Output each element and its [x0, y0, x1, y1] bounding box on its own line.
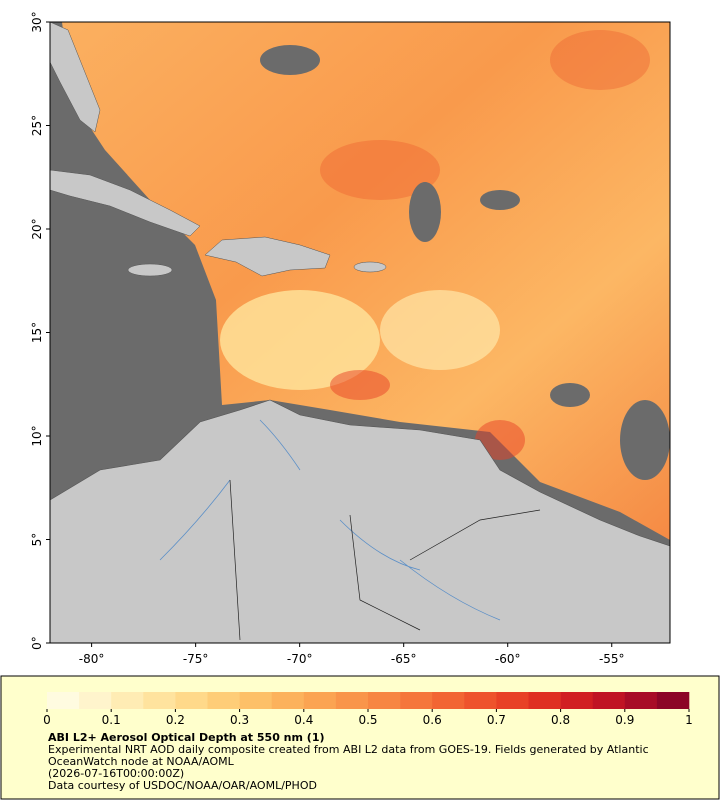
y-tick-label: 30°: [30, 11, 44, 32]
cloud-gap: [260, 45, 320, 75]
colorbar-swatch: [400, 692, 433, 709]
x-tick-label: -60°: [495, 652, 521, 666]
y-tick-label: 10°: [30, 425, 44, 446]
caption-credit: Data courtesy of USDOC/NOAA/OAR/AOML/PHO…: [48, 779, 317, 792]
colorbar-tick-label: 0.1: [102, 713, 121, 727]
y-tick-label: 15°: [30, 322, 44, 343]
colorbar-tick-label: 0.8: [551, 713, 570, 727]
colorbar-swatch: [335, 692, 369, 709]
rivers: [159, 419, 501, 621]
colorbar-swatch: [271, 692, 305, 709]
colorbar-swatch: [47, 692, 80, 709]
colorbar-swatch: [432, 692, 465, 709]
colorbar-swatch: [496, 692, 529, 709]
x-tick-label: -55°: [599, 652, 625, 666]
colorbar-swatch: [368, 692, 401, 709]
x-tick-label: -80°: [79, 652, 105, 666]
colorbar-swatch: [207, 692, 240, 709]
aerosol-patch: [380, 290, 500, 370]
cuba: [49, 169, 201, 237]
colorbar-swatch: [528, 692, 561, 709]
colorbar-tick-label: 0.2: [166, 713, 185, 727]
colorbar: 0 0.1 0.2 0.3 0.4 0.5 0.6 0.7 0.8 0.9 1: [43, 692, 693, 727]
caption-description: Experimental NRT AOD daily composite cre…: [48, 743, 649, 768]
south-america: [49, 399, 671, 644]
colorbar-tick-label: 0.3: [230, 713, 249, 727]
aerosol-patch: [550, 30, 650, 90]
aerosol-patch: [330, 370, 390, 400]
colorbar-tick-label: 0.9: [615, 713, 634, 727]
colorbar-swatch: [303, 692, 337, 709]
colorbar-swatch: [143, 692, 176, 709]
x-tick-label: -75°: [183, 652, 209, 666]
aerosol-patch: [220, 290, 380, 390]
puerto-rico: [353, 261, 387, 273]
colorbar-swatch: [592, 692, 626, 709]
hispaniola: [204, 236, 331, 277]
x-tick-label: -70°: [287, 652, 313, 666]
aerosol-patch: [320, 140, 440, 200]
jamaica: [127, 263, 173, 277]
colorbar-tick-label: 0: [43, 713, 51, 727]
y-tick-label: 0°: [30, 636, 44, 650]
colorbar-swatch: [624, 692, 658, 709]
colorbar-tick-label: 0.4: [294, 713, 313, 727]
colorbar-tick-label: 0.6: [423, 713, 442, 727]
y-tick-label: 5°: [30, 533, 44, 547]
x-tick-label: -65°: [391, 652, 417, 666]
cloud-gap: [550, 383, 590, 407]
colorbar-swatch: [239, 692, 272, 709]
axes: -80° -75° -70° -65° -60° -55° 0° 5° 10° 15° 20° 25°…: [30, 11, 625, 666]
cloud-gap: [480, 190, 520, 210]
map-area: [49, 21, 671, 644]
colorbar-swatch: [656, 692, 690, 709]
colorbar-swatch: [464, 692, 497, 709]
colorbar-tick-label: 0.7: [487, 713, 506, 727]
aerosol-field: [62, 22, 670, 540]
caption-title: ABI L2+ Aerosol Optical Depth at 550 nm …: [48, 731, 325, 744]
caption-timestamp: (2026-07-16T00:00:00Z): [48, 767, 185, 780]
colorbar-swatch: [111, 692, 144, 709]
colorbar-tick-label: 1: [685, 713, 693, 727]
cloud-gap: [409, 182, 441, 242]
caption: ABI L2+ Aerosol Optical Depth at 550 nm …: [48, 732, 688, 792]
y-tick-label: 25°: [30, 115, 44, 136]
colorbar-swatch: [175, 692, 208, 709]
cloud-gap: [620, 400, 670, 480]
borders: [229, 479, 541, 641]
colorbar-tick-label: 0.5: [358, 713, 377, 727]
colorbar-swatch: [560, 692, 593, 709]
y-tick-label: 20°: [30, 218, 44, 239]
aerosol-patch: [475, 420, 525, 460]
florida: [49, 21, 101, 133]
colorbar-swatch: [79, 692, 112, 709]
